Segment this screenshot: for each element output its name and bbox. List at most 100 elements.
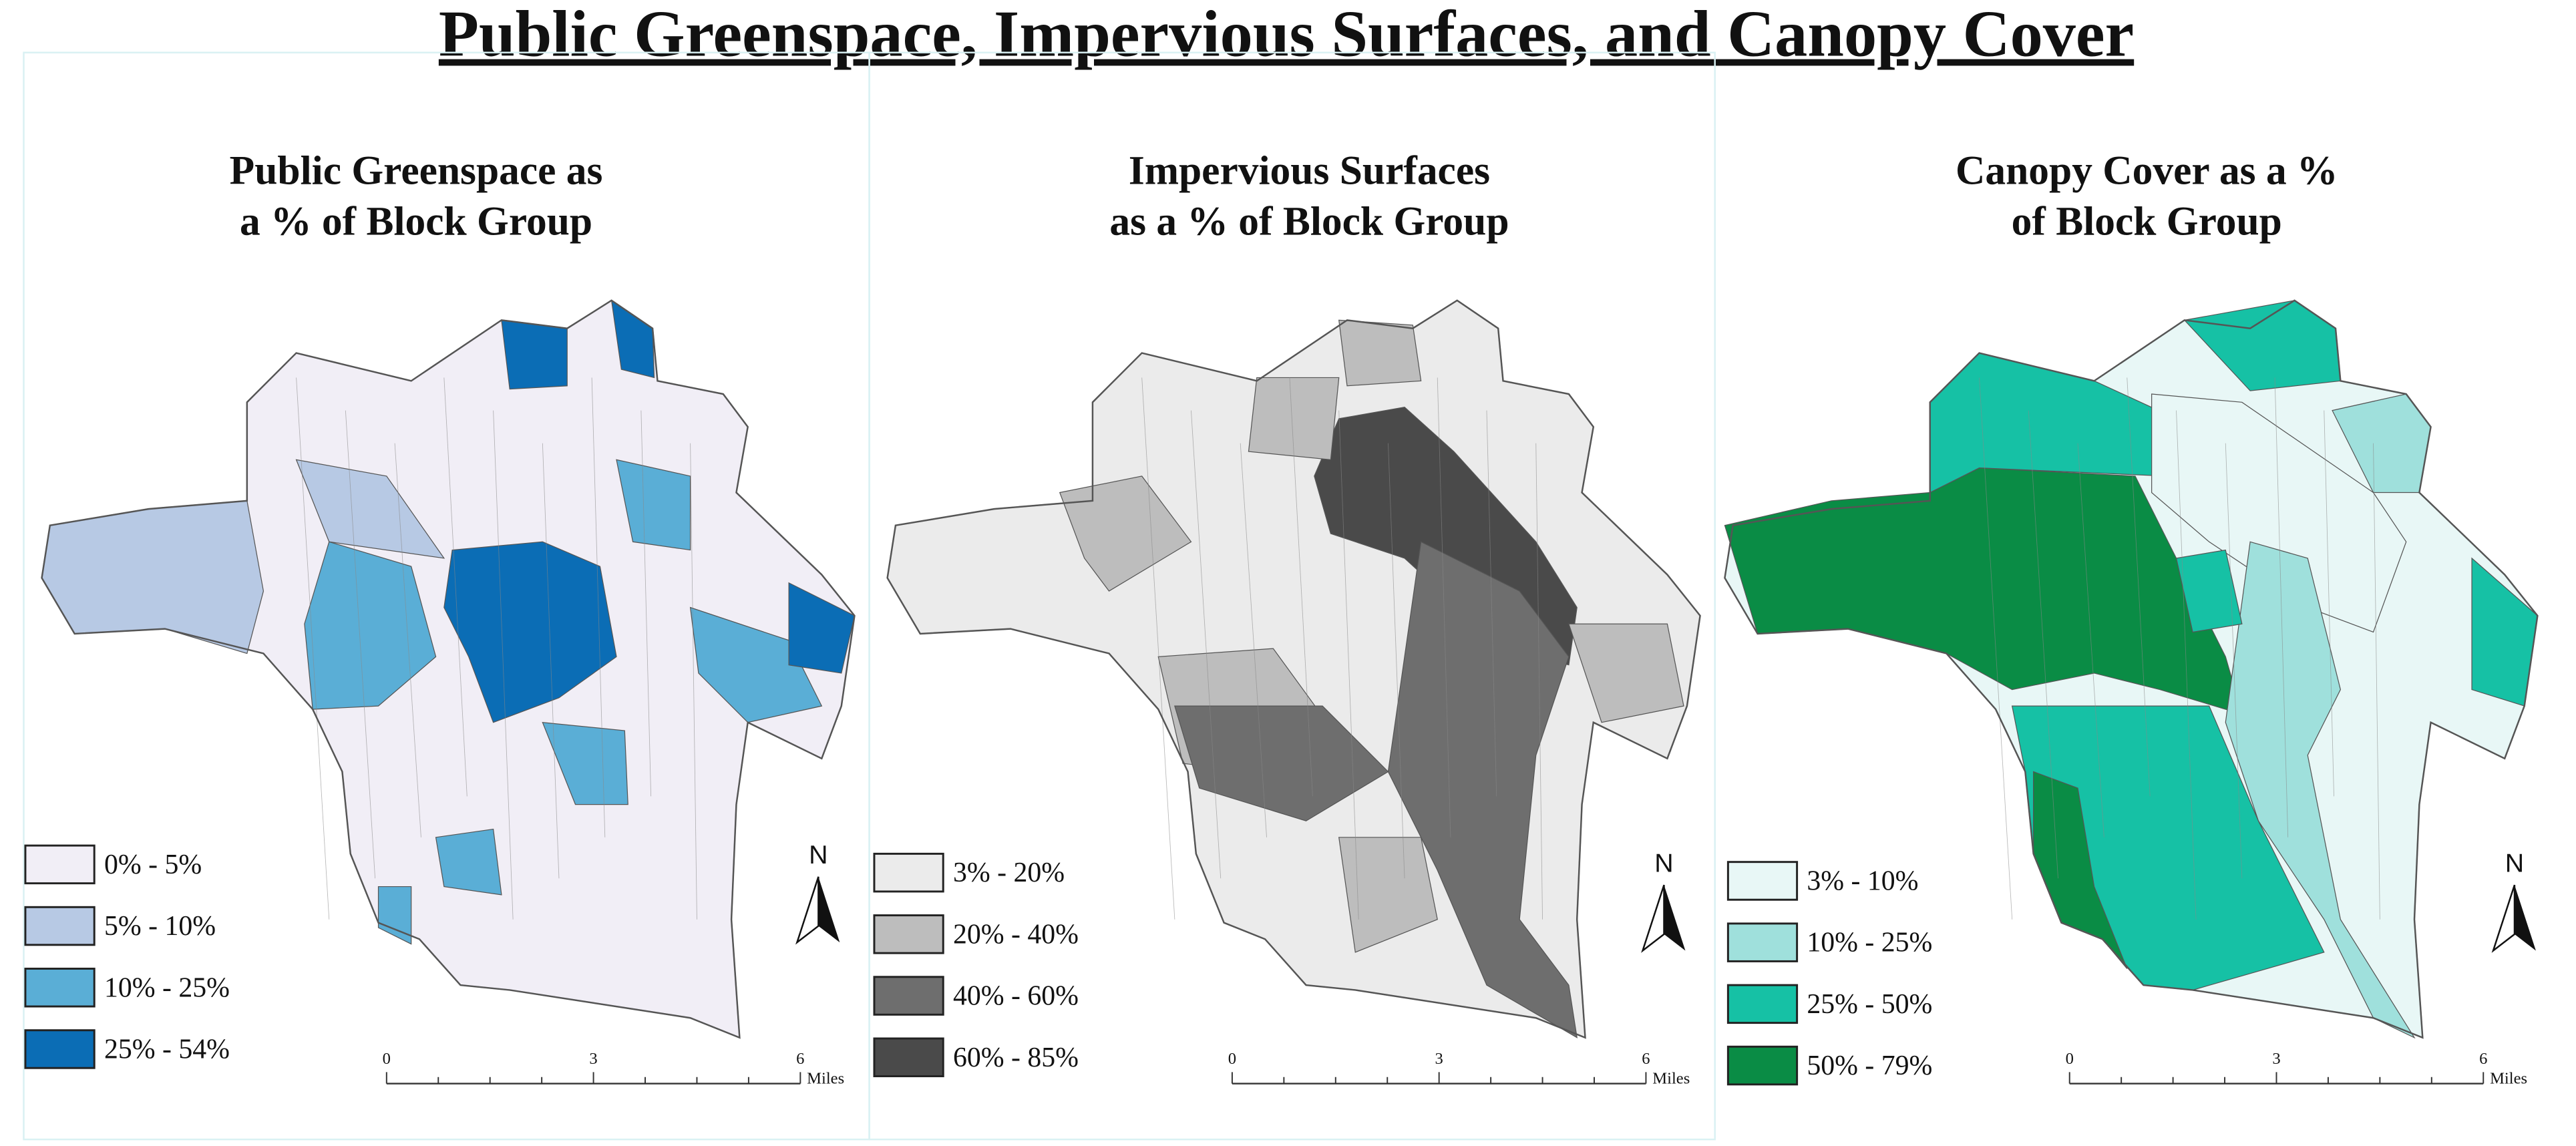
north-label: N <box>2505 848 2524 878</box>
block-boundary <box>2324 410 2334 797</box>
scale-label: 6 <box>2479 1050 2487 1068</box>
block-boundary <box>2373 443 2380 920</box>
scale-label: 3 <box>2272 1050 2280 1068</box>
block-group <box>1338 319 1422 387</box>
block-boundary <box>1979 377 2013 920</box>
block-group <box>295 459 445 559</box>
legend-label: 3% - 10% <box>1807 866 1918 896</box>
block-boundary <box>296 377 330 920</box>
block-boundary <box>1486 410 1497 797</box>
block-group <box>435 828 502 896</box>
block-boundary <box>1141 377 1175 920</box>
legend-swatch <box>873 914 944 954</box>
legend-label: 40% - 60% <box>953 981 1079 1012</box>
north-arrow <box>2491 884 2516 953</box>
scale-unit: Miles <box>1652 1070 1690 1088</box>
legend-swatch <box>1726 861 1799 901</box>
main-title: Public Greenspace, Impervious Surfaces, … <box>439 0 2134 71</box>
block-boundary <box>690 443 697 920</box>
north-arrow <box>795 876 819 945</box>
block-boundary <box>1437 377 1451 837</box>
block-group <box>1568 623 1684 723</box>
block-boundary <box>2028 410 2058 879</box>
block-boundary <box>542 443 560 879</box>
north-arrow <box>2514 885 2536 951</box>
block-group <box>616 459 691 551</box>
north-arrow <box>1641 884 1665 953</box>
panel-title: as a % of Block Group <box>1109 199 1509 244</box>
scale-label: 3 <box>589 1050 597 1068</box>
panel-frame <box>868 51 1716 1141</box>
block-boundary <box>591 377 606 837</box>
block-boundary <box>2127 377 2151 797</box>
legend-swatch <box>873 976 944 1016</box>
block-boundary <box>2225 443 2243 879</box>
block-boundary <box>345 410 376 879</box>
legend-label: 50% - 79% <box>1807 1050 1932 1081</box>
panel-title: Canopy Cover as a % <box>1956 148 2338 193</box>
block-boundary <box>2077 443 2104 837</box>
legend-label: 25% - 50% <box>1807 989 1932 1020</box>
legend-swatch <box>24 968 96 1008</box>
legend-swatch <box>24 906 96 946</box>
block-boundary <box>394 443 421 837</box>
block-group <box>377 886 412 945</box>
block-boundary <box>443 377 468 797</box>
block-group <box>689 606 823 723</box>
block-group <box>443 541 617 723</box>
legend-swatch <box>1726 1045 1799 1086</box>
block-boundary <box>1240 443 1267 837</box>
block-group <box>1174 705 1389 821</box>
legend-swatch <box>1726 984 1799 1024</box>
scale-label: 6 <box>1642 1050 1650 1068</box>
legend-swatch <box>873 852 944 893</box>
legend-label: 10% - 25% <box>1807 928 1932 958</box>
block-boundary <box>640 410 652 797</box>
legend-label: 25% - 54% <box>104 1034 230 1065</box>
block-boundary <box>2274 377 2289 837</box>
map-outline <box>1724 299 2539 1039</box>
north-label: N <box>1654 848 1673 878</box>
legend-swatch <box>24 844 96 885</box>
block-boundary <box>1535 443 1543 920</box>
legend-label: 10% - 25% <box>104 972 230 1003</box>
panel-title: Public Greenspace as <box>230 148 603 193</box>
block-group <box>1059 475 1192 592</box>
scale-label: 0 <box>1228 1050 1236 1068</box>
block-boundary <box>493 410 514 920</box>
block-group <box>1338 837 1438 953</box>
block-boundary <box>1191 410 1222 879</box>
scale-unit: Miles <box>2490 1070 2527 1088</box>
legend-label: 5% - 10% <box>104 911 216 942</box>
legend-swatch <box>873 1037 944 1077</box>
panel-title: of Block Group <box>2012 199 2282 244</box>
block-group <box>1248 377 1340 461</box>
legend-label: 0% - 5% <box>104 849 202 880</box>
legend-label: 60% - 85% <box>953 1042 1079 1073</box>
block-group <box>2225 541 2416 1039</box>
legend-swatch <box>24 1029 96 1069</box>
map-outline <box>886 299 1701 1039</box>
scale-unit: Miles <box>807 1070 844 1088</box>
panel-title: Impervious Surfaces <box>1129 148 1490 193</box>
block-group <box>1387 541 1578 1038</box>
north-arrow <box>1664 885 1686 951</box>
map-outline <box>41 299 856 1039</box>
block-group <box>788 582 856 674</box>
scale-label: 6 <box>796 1050 804 1068</box>
scale-label: 0 <box>383 1050 391 1068</box>
block-group <box>304 541 437 710</box>
block-group <box>41 500 264 654</box>
block-group <box>501 319 568 390</box>
scale-label: 0 <box>2066 1050 2074 1068</box>
panel-title: a % of Block Group <box>240 199 592 244</box>
block-boundary <box>1338 410 1359 920</box>
legend-swatch <box>1726 922 1799 962</box>
block-boundary <box>1388 443 1405 879</box>
north-label: N <box>809 840 827 870</box>
block-boundary <box>2176 410 2197 920</box>
block-boundary <box>1289 377 1313 797</box>
block-group <box>542 722 628 805</box>
legend-label: 20% - 40% <box>953 919 1079 950</box>
